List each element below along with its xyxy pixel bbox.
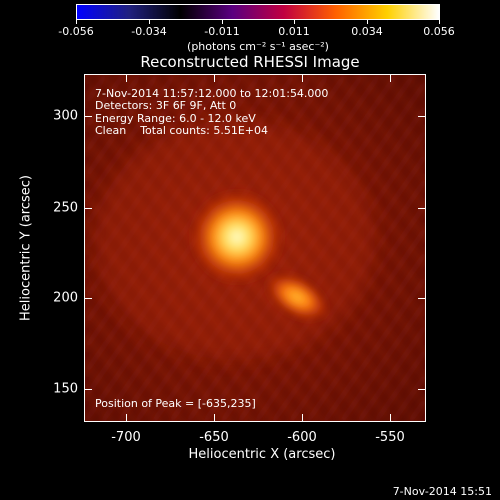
colorbar-label: 0.011 [278,25,310,38]
colorbar-tick [439,20,440,24]
colorbar-label: -0.056 [58,25,94,38]
y-tick [84,116,92,117]
y-tick [84,389,92,390]
colorbar-tick [222,20,223,24]
colorbar-tick [367,20,368,24]
image-canvas [85,75,425,421]
x-tick [302,414,303,422]
y-tick-label: 250 [53,200,78,216]
colorbar-tick [294,20,295,24]
x-tick-label: -600 [287,430,317,445]
x-axis-title: Heliocentric X (arcsec) [188,447,336,462]
x-tick [390,74,391,82]
energy-range-label: Energy Range: 6.0 - 12.0 keV [95,112,256,125]
y-axis-title: Heliocentric Y (arcsec) [18,175,34,321]
peak-position-label: Position of Peak = [-635,235] [95,397,256,410]
time-range-label: 7-Nov-2014 11:57:12.000 to 12:01:54.000 [95,87,329,100]
colorbar-units: (photons cm⁻² s⁻¹ asec⁻²) [187,40,329,53]
y-tick-label: 300 [53,108,78,124]
x-tick [126,74,127,82]
colorbar-label: 0.034 [351,25,383,38]
image-title: Reconstructed RHESSI Image [140,53,360,71]
y-tick [418,389,426,390]
colorbar-label: -0.011 [204,25,240,38]
y-tick [84,298,92,299]
y-tick [418,116,426,117]
colorbar-label: 0.056 [423,25,455,38]
timestamp-footer: 7-Nov-2014 15:51 [392,485,492,498]
x-tick [214,414,215,422]
clean-counts-label: Clean Total counts: 5.51E+04 [95,124,269,137]
colorbar-label: -0.034 [131,25,167,38]
colorbar-tick [149,20,150,24]
x-tick [214,74,215,82]
flare-source-primary [189,189,285,285]
y-tick-label: 200 [53,290,78,306]
x-tick [126,414,127,422]
flare-source-secondary [264,272,330,322]
x-tick-label: -700 [111,430,141,445]
y-tick [418,298,426,299]
x-tick-label: -550 [375,430,405,445]
y-tick-label: 150 [53,381,78,397]
y-tick [418,208,426,209]
x-tick [390,414,391,422]
colorbar [76,4,440,20]
detectors-label: Detectors: 3F 6F 9F, Att 0 [95,99,237,112]
rhessi-image: 7-Nov-2014 11:57:12.000 to 12:01:54.000 … [84,74,426,422]
x-tick [302,74,303,82]
y-tick [84,208,92,209]
colorbar-tick [76,20,77,24]
x-tick-label: -650 [199,430,229,445]
